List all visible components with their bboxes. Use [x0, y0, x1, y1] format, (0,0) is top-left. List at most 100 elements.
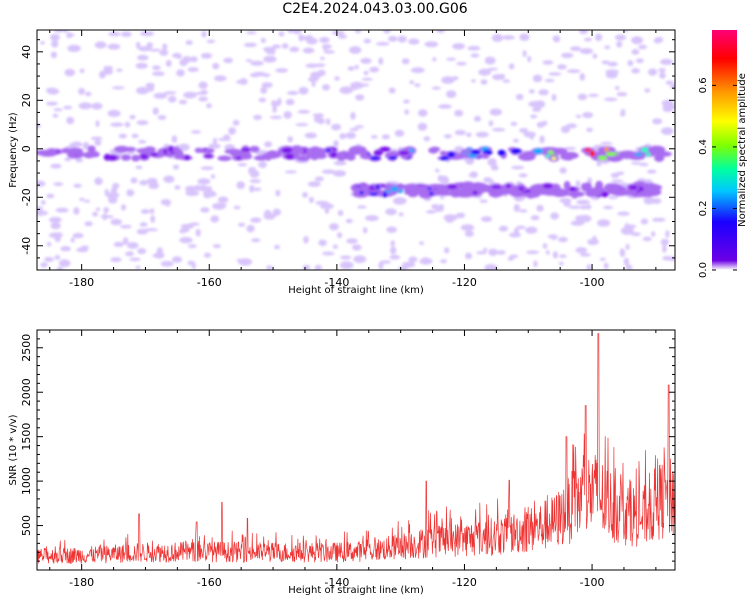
- spectrogram-noise-cell: [186, 189, 193, 193]
- spectrogram-noise-cell: [439, 175, 449, 183]
- spectrogram-ridge-halo: [261, 152, 279, 160]
- spectrogram-noise-cell: [206, 39, 216, 44]
- spectrogram-noise-cell: [63, 105, 73, 110]
- spectrogram-noise-cell: [456, 61, 467, 66]
- spectrogram-noise-cell: [37, 206, 43, 212]
- spectrogram-noise-cell: [652, 118, 663, 125]
- spectrogram-noise-cell: [438, 204, 444, 212]
- spectrogram-noise-cell: [490, 164, 499, 171]
- spectrogram-noise-cell: [323, 50, 335, 54]
- spectrogram-noise-cell: [217, 137, 232, 141]
- spectrogram-noise-cell: [647, 169, 657, 174]
- spectrogram-x-label: Height of straight line (km): [288, 285, 424, 296]
- spectrogram-noise-cell: [389, 254, 401, 260]
- spectrogram-ridge-core: [241, 147, 251, 152]
- spectrogram-noise-cell: [559, 254, 567, 258]
- spectrogram-ridge-core: [330, 152, 337, 158]
- spectrogram-noise-cell: [64, 157, 72, 162]
- spectrogram-ridge-halo: [432, 189, 440, 196]
- colorbar-bar: [712, 30, 737, 270]
- spectrogram-ridge-core: [382, 191, 388, 198]
- spectrogram-noise-cell: [55, 207, 69, 213]
- spectrogram-noise-cell: [314, 264, 323, 270]
- colorbar-tick-label: 0.4: [698, 139, 709, 155]
- spectrogram-noise-cell: [284, 170, 297, 174]
- spectrogram-ridge-halo: [131, 154, 141, 162]
- spectrogram-noise-cell: [635, 58, 644, 63]
- spectrogram-noise-cell: [163, 91, 177, 95]
- spectrogram-noise-cell: [204, 252, 211, 258]
- spectrogram-noise-cell: [615, 85, 620, 91]
- spectrogram-noise-cell: [603, 262, 609, 270]
- spectrogram-noise-cell: [559, 261, 564, 266]
- spectrogram-noise-cell: [263, 46, 275, 52]
- spectrogram-x-tick-label: -160: [197, 276, 222, 289]
- snr-x-ticks: -180 -160 -140 -120 -100: [49, 330, 657, 589]
- spectrogram-noise-cell: [246, 224, 255, 233]
- spectrogram-noise-cell: [446, 57, 457, 61]
- spectrogram-noise-cell: [70, 237, 75, 243]
- spectrogram-noise-cell: [527, 55, 532, 63]
- spectrogram-noise-cell: [153, 92, 168, 99]
- spectrogram-noise-cell: [198, 96, 208, 102]
- snr-y-tick-label: 2500: [20, 334, 33, 362]
- spectrogram-noise-cell: [378, 57, 384, 65]
- spectrogram-x-ticks: -180 -160 -140 -120 -100: [49, 30, 657, 289]
- spectrogram-noise-cell: [124, 121, 131, 128]
- spectrogram-noise-cell: [135, 41, 141, 49]
- spectrogram-noise-cell: [454, 109, 464, 117]
- spectrogram-noise-cell: [250, 60, 264, 66]
- spectrogram-ridge-core: [203, 149, 213, 154]
- spectrogram-noise-cell: [512, 138, 519, 143]
- spectrogram-noise-cell: [511, 165, 525, 170]
- spectrogram-noise-cell: [515, 93, 524, 101]
- spectrogram-noise-cell: [339, 133, 347, 140]
- spectrogram-noise-cell: [90, 136, 103, 141]
- spectrogram-noise-cell: [542, 60, 554, 65]
- spectrogram-panel: -180 -160 -140 -120 -100 -40 -20 0 20 40 Height …: [8, 29, 676, 296]
- snr-y-tick-label: 1000: [20, 467, 33, 495]
- spectrogram-noise-cell: [99, 70, 106, 79]
- spectrogram-noise-cell: [385, 208, 397, 216]
- spectrogram-noise-cell: [502, 79, 511, 83]
- spectrogram-noise-cell: [287, 30, 294, 34]
- spectrogram-noise-cell: [46, 101, 58, 106]
- spectrogram-ridge-halo: [551, 188, 569, 197]
- spectrogram-noise-cell: [188, 244, 197, 249]
- spectrogram-ridge-halo: [595, 183, 602, 191]
- spectrogram-ridge-core: [390, 186, 399, 192]
- spectrogram-noise-cell: [662, 244, 667, 253]
- spectrogram-noise-cell: [432, 57, 437, 62]
- spectrogram-ridge-core: [601, 191, 609, 198]
- spectrogram-noise-cell: [509, 254, 519, 259]
- spectrogram-noise-cell: [349, 127, 359, 132]
- spectrogram-noise-cell: [176, 54, 182, 59]
- spectrogram-noise-cell: [547, 234, 558, 239]
- spectrogram-noise-cell: [183, 91, 197, 99]
- spectrogram-y-tick-label: 0: [20, 145, 33, 152]
- spectrogram-noise-cell: [561, 52, 574, 59]
- snr-y-label: SNR (10 * v/v): [8, 414, 19, 485]
- spectrogram-noise-cell: [37, 210, 49, 216]
- spectrogram-noise-cell: [50, 51, 58, 59]
- spectrogram-noise-cell: [417, 122, 428, 131]
- spectrogram-noise-cell: [121, 204, 126, 211]
- spectrogram-noise-cell: [526, 250, 539, 255]
- spectrogram-noise-cell: [496, 250, 506, 255]
- spectrogram-noise-cell: [78, 102, 92, 110]
- spectrogram-noise-cell: [60, 246, 71, 252]
- spectrogram-noise-cell: [272, 208, 281, 216]
- spectrogram-y-ticks: -40 -20 0 20 40: [20, 39, 675, 259]
- colorbar-tick-label: 0.0: [698, 262, 709, 278]
- spectrogram-ridge-halo: [309, 146, 322, 154]
- spectrogram-noise-cell: [617, 211, 630, 216]
- spectrogram-noise-cell: [660, 238, 669, 246]
- spectrogram-noise-cell: [578, 214, 592, 223]
- spectrogram-noise-cell: [54, 255, 61, 260]
- spectrogram-noise-cell: [443, 214, 458, 222]
- spectrogram-noise-cell: [607, 61, 618, 67]
- spectrogram-noise-cell: [363, 227, 368, 234]
- spectrogram-ridge-halo: [296, 155, 310, 162]
- spectrogram-ridge-core: [644, 152, 651, 157]
- spectrogram-noise-cell: [200, 89, 208, 95]
